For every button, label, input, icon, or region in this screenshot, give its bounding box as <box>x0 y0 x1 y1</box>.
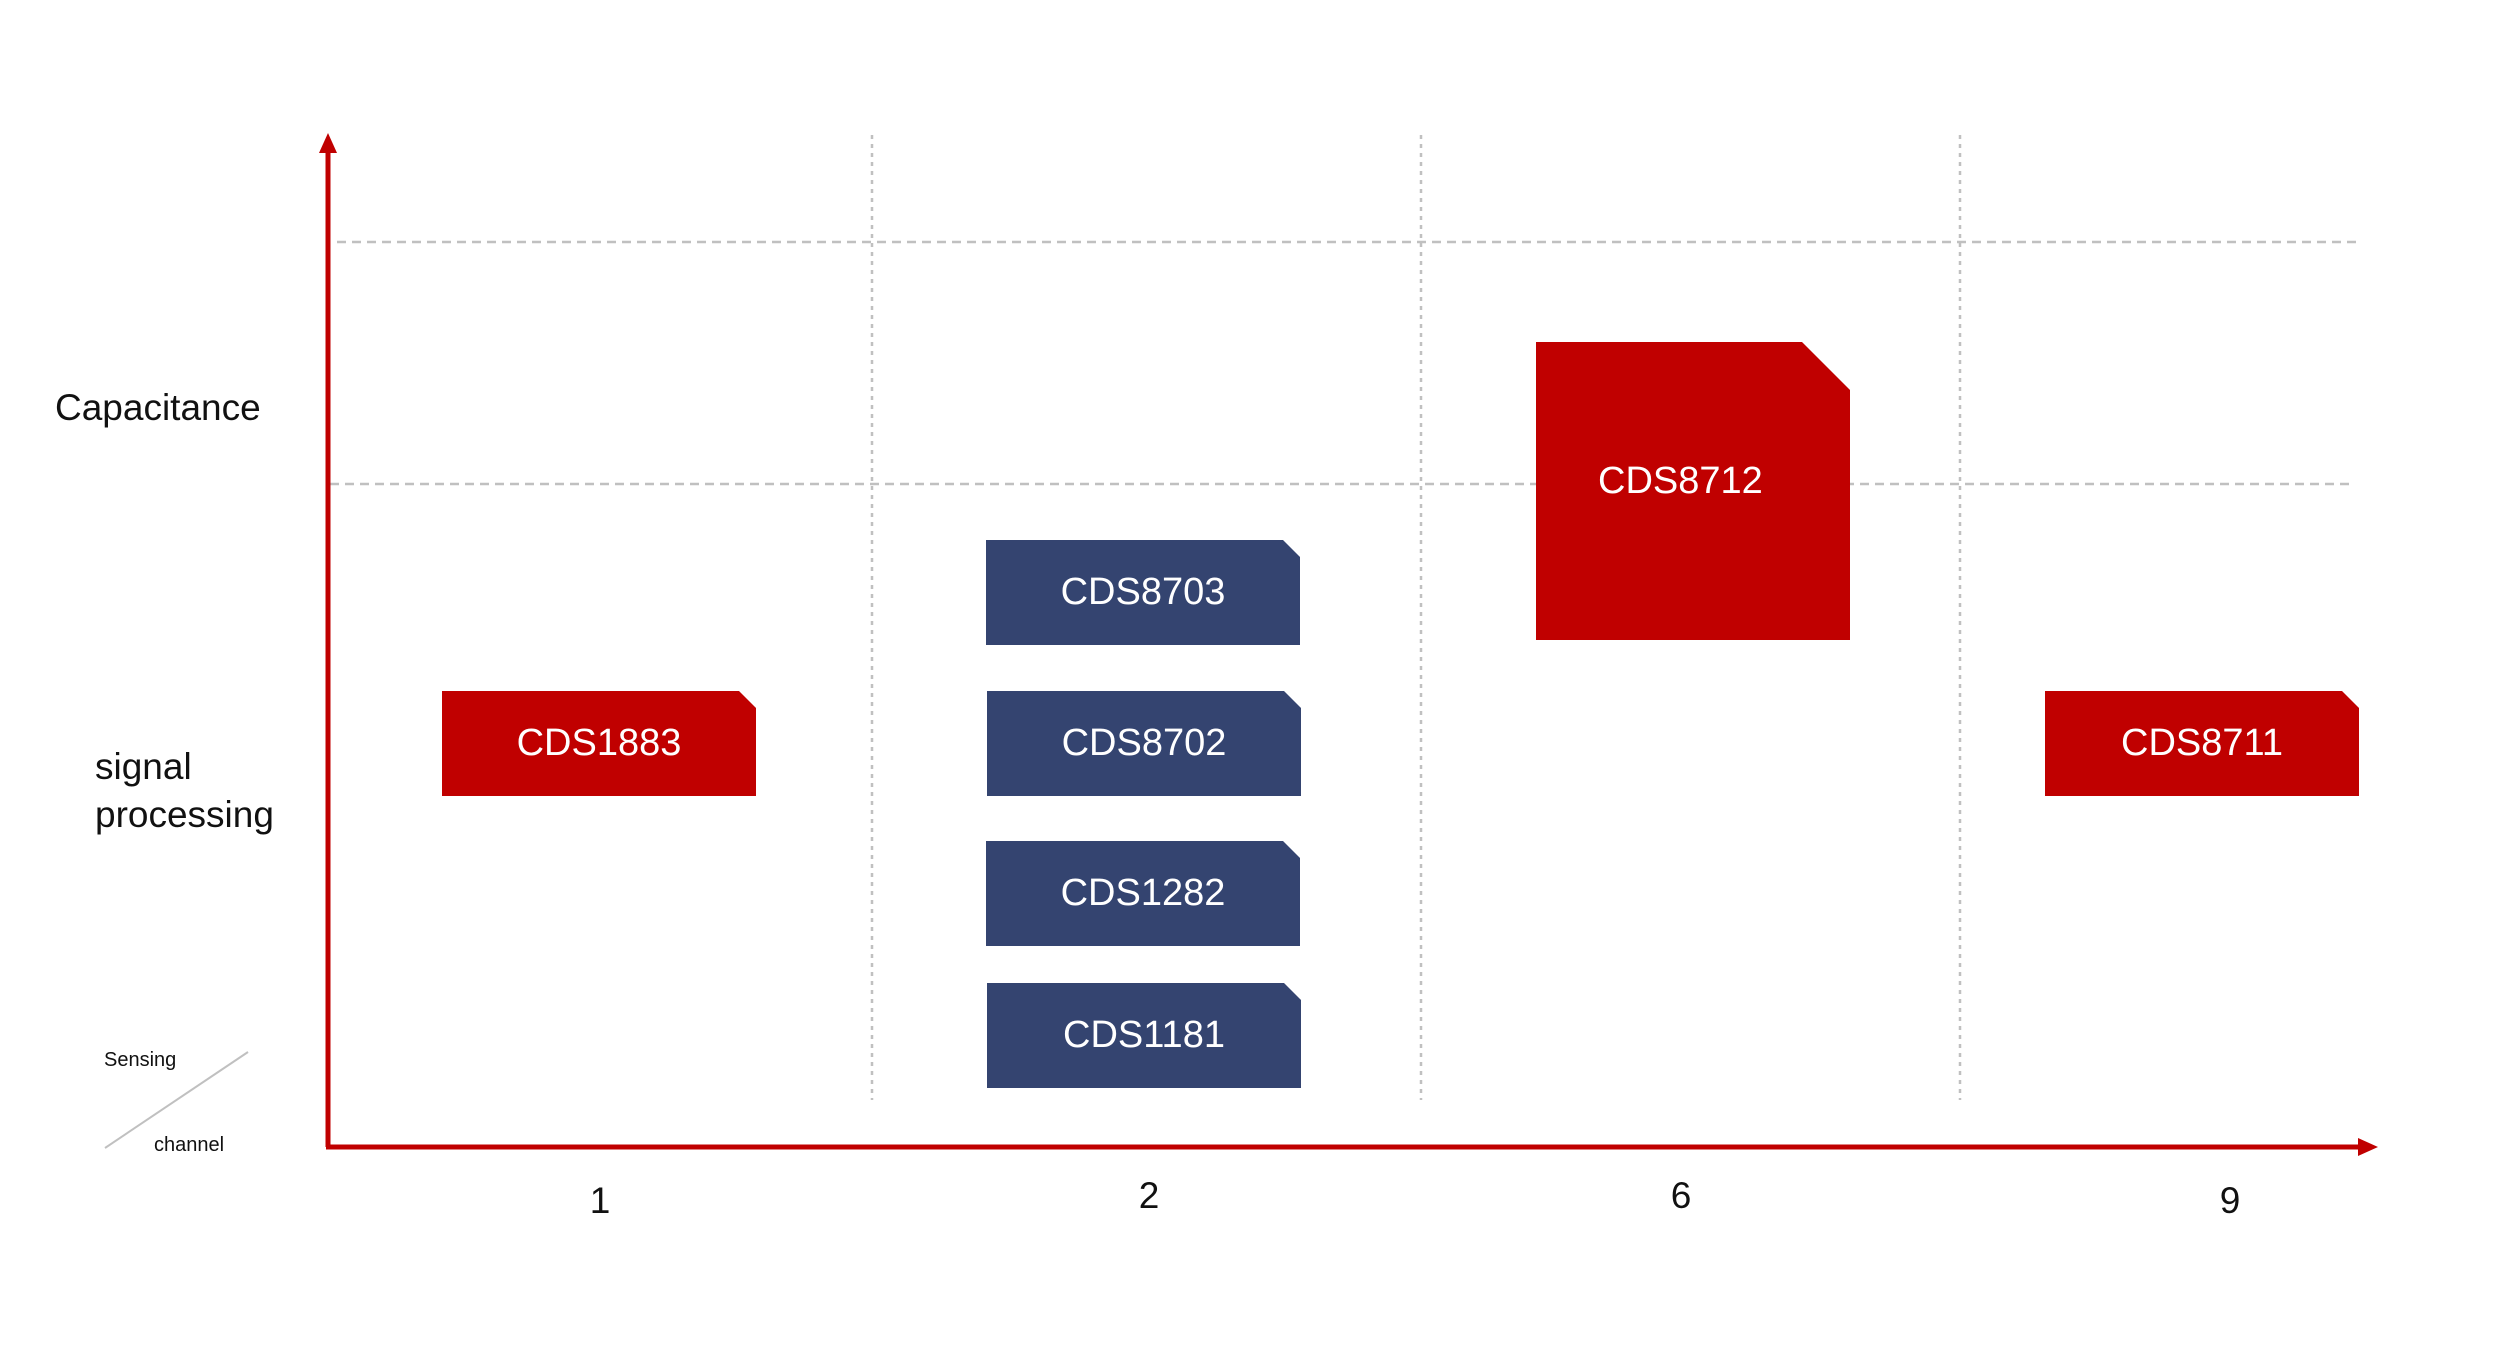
corner-label-sensing: Sensing <box>104 1049 177 1071</box>
chip-cds8711: CDS8711 <box>2045 691 2359 796</box>
x-tick-6: 6 <box>1670 1175 1692 1216</box>
chip-cds8703: CDS8703 <box>986 540 1300 645</box>
x-tick-9: 9 <box>2219 1180 2241 1221</box>
chip-cds8712: CDS8712 <box>1536 342 1850 640</box>
x-tick-2: 2 <box>1138 1175 1160 1216</box>
corner-diagonal <box>104 1051 249 1149</box>
row-label-capacitance: Capacitance <box>55 387 261 428</box>
x-axis-arrow <box>2358 1138 2378 1156</box>
x-tick-1: 1 <box>589 1180 611 1221</box>
row-label-signal-processing: signal processing <box>95 746 274 836</box>
chip-cds1282: CDS1282 <box>986 841 1300 946</box>
corner-label-channel: channel <box>154 1134 225 1156</box>
y-axis-arrow <box>319 133 337 153</box>
chip-cds1181: CDS1181 <box>987 983 1301 1088</box>
chip-cds1883: CDS1883 <box>442 691 756 796</box>
chip-cds8702: CDS8702 <box>987 691 1301 796</box>
